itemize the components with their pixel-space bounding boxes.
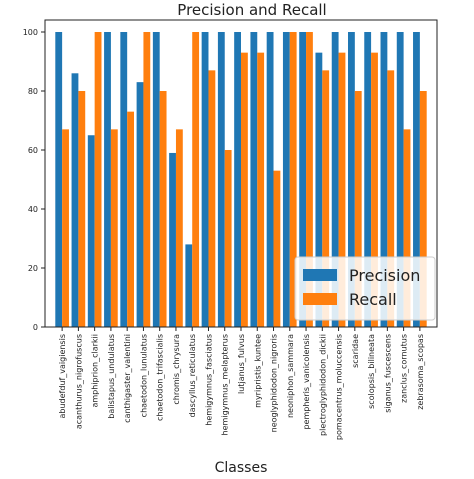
bar-precision-abudefduf_vaigiensis: [55, 32, 63, 327]
bar-precision-hemigymnus_melapterus: [217, 32, 225, 327]
bar-recall-chaetodon_lunulatus: [143, 32, 151, 327]
bar-precision-plectroglyphidodon_dickii: [315, 52, 323, 328]
bar-precision-scolopsis_bilineata: [364, 32, 372, 327]
bar-precision-chaetodon_trifascialis: [152, 32, 160, 327]
y-tick-label: 100: [23, 28, 38, 37]
bar-recall-scolopsis_bilineata: [371, 52, 378, 328]
bar-recall-dascyllus_reticulatus: [192, 32, 200, 327]
x-tick-label: pomacentrus_moluccensis: [335, 334, 344, 440]
bar-recall-canthigaster_valentini: [127, 111, 134, 328]
legend-swatch-precision: [303, 269, 337, 281]
x-axis: abudefduf_vaigiensis acanthurus_nigrofusc…: [58, 327, 425, 440]
bar-precision-zebrasoma_scopas: [413, 32, 420, 327]
legend-swatch-recall: [303, 293, 337, 305]
bar-recall-scaridae: [354, 91, 362, 327]
bar-precision-scaridae: [348, 32, 355, 327]
y-tick-label: 80: [28, 87, 38, 96]
bar-precision-dascyllus_reticulatus: [185, 244, 193, 327]
bar-precision-pomacentrus_moluccensis: [331, 32, 339, 327]
bar-precision-lutjanus_fulvus: [234, 32, 241, 327]
legend-label-recall: Recall: [349, 290, 397, 309]
x-tick-label: abudefduf_vaigiensis: [58, 334, 67, 419]
bar-recall-zebrasoma_scopas: [419, 91, 427, 327]
bar-recall-pempheris_vanicolensis: [306, 32, 313, 327]
y-tick-label: 20: [28, 264, 38, 273]
y-tick-label: 40: [28, 205, 38, 214]
chart-title: Precision and Recall: [177, 1, 326, 19]
x-tick-label: chromis_chrysura: [172, 334, 181, 405]
bar-recall-amphiprion_clarkii: [94, 32, 102, 327]
x-tick-label: myripristis_kuntee: [253, 334, 262, 408]
x-tick-label: plectroglyphidodon_dickii: [318, 334, 327, 436]
bar-precision-canthigaster_valentini: [120, 32, 128, 327]
bar-precision-myripristis_kuntee: [250, 32, 258, 327]
x-tick-label: acanthurus_nigrofuscus: [74, 334, 83, 429]
x-tick-label: neoniphon_sammara: [286, 334, 295, 418]
y-axis: 0 20 40 60 80 100: [23, 28, 45, 332]
bar-recall-hemigymnus_melapterus: [224, 150, 232, 327]
x-tick-label: hemigymnus_melapterus: [221, 334, 230, 435]
legend-label-precision: Precision: [349, 266, 420, 285]
x-tick-label: lutjanus_fulvus: [237, 334, 246, 394]
x-tick-label: zebrasoma_scopas: [416, 334, 425, 410]
bar-recall-balistapus_undulatus: [110, 129, 118, 327]
bar-recall-lutjanus_fulvus: [241, 52, 248, 328]
x-tick-label: neoglyphidodon_nigroris: [270, 334, 279, 432]
x-tick-label: pempheris_vanicolensis: [302, 334, 311, 430]
x-tick-label: siganus_fuscescens: [383, 334, 392, 413]
bar-recall-pomacentrus_moluccensis: [338, 52, 346, 328]
x-axis-label: Classes: [215, 460, 268, 476]
x-tick-label: canthigaster_valentini: [123, 334, 132, 423]
bar-recall-zanclus_cornutus: [403, 129, 411, 327]
bar-recall-hemigymnus_fasciatus: [208, 70, 216, 327]
x-tick-label: balistapus_undulatus: [107, 334, 116, 419]
bar-precision-neoglyphidodon_nigroris: [266, 32, 274, 327]
bar-recall-neoniphon_sammara: [289, 32, 297, 327]
bar-precision-neoniphon_sammara: [282, 32, 290, 327]
bar-precision-zanclus_cornutus: [396, 32, 404, 327]
x-tick-label: hemigymnus_fasciatus: [204, 334, 213, 426]
bar-precision-siganus_fuscescens: [380, 32, 388, 327]
bar-recall-chaetodon_trifascialis: [159, 91, 167, 327]
bars-group: [55, 32, 427, 328]
legend: Precision Recall: [294, 256, 436, 321]
bar-recall-plectroglyphidodon_dickii: [322, 70, 330, 327]
bar-recall-chromis_chrysura: [175, 129, 183, 327]
x-tick-label: chaetodon_lunulatus: [139, 334, 148, 417]
bar-recall-myripristis_kuntee: [257, 52, 265, 328]
y-tick-label: 60: [28, 146, 38, 155]
bar-precision-balistapus_undulatus: [104, 32, 111, 327]
bar-precision-acanthurus_nigrofuscus: [71, 73, 79, 327]
bar-precision-chaetodon_lunulatus: [136, 82, 144, 328]
bar-precision-amphiprion_clarkii: [87, 135, 95, 327]
x-tick-label: scaridae: [351, 334, 360, 368]
bar-recall-siganus_fuscescens: [387, 70, 395, 327]
bar-recall-abudefduf_vaigiensis: [62, 129, 69, 327]
bar-recall-neoglyphidodon_nigroris: [273, 170, 281, 327]
bar-precision-hemigymnus_fasciatus: [201, 32, 209, 327]
bar-recall-acanthurus_nigrofuscus: [78, 91, 86, 327]
x-tick-label: zanclus_cornutus: [400, 334, 409, 403]
x-tick-label: dascyllus_reticulatus: [188, 334, 197, 417]
bar-precision-pempheris_vanicolensis: [299, 32, 307, 327]
y-tick-label: 0: [33, 323, 38, 332]
bar-precision-chromis_chrysura: [169, 152, 176, 327]
x-tick-label: chaetodon_trifascialis: [156, 334, 165, 421]
x-tick-label: amphiprion_clarkii: [91, 334, 100, 408]
x-tick-label: scolopsis_bilineata: [367, 334, 376, 409]
